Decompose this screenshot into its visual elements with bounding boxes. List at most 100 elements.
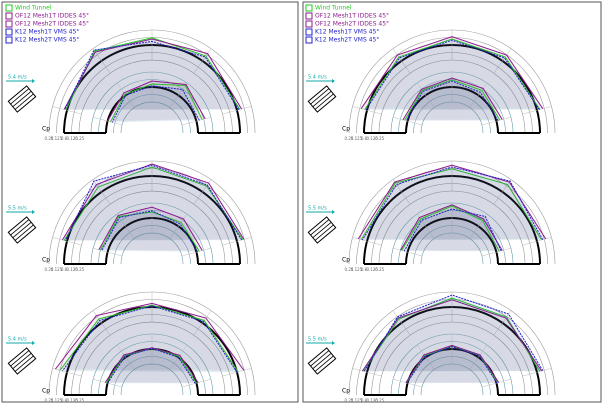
- sensor-line: [92, 48, 111, 74]
- grid-arc: [120, 363, 184, 396]
- r-tick-label: 0.0: [361, 398, 368, 403]
- legend-label: Wind Tunnel: [315, 5, 352, 12]
- building-slat: [310, 350, 330, 367]
- building-slat: [10, 350, 30, 367]
- legend-swatch: [305, 12, 313, 20]
- legend-label: OF12 Mesh2T IDDES 45°: [15, 21, 89, 28]
- r-tick-label: 0.125: [351, 398, 363, 403]
- cp-profile: [400, 204, 503, 251]
- sensor-line: [222, 106, 252, 115]
- legend-label: K12 Mesh2T VMS 45°: [15, 37, 79, 44]
- legend-swatch: [5, 36, 13, 44]
- sensor-line: [181, 116, 211, 126]
- building-icon: [7, 85, 37, 113]
- grid-arc: [78, 59, 226, 134]
- sensor-line: [416, 213, 435, 239]
- legend-label: Wind Tunnel: [15, 5, 52, 12]
- sensor-line: [52, 237, 82, 246]
- sensor-line: [522, 368, 552, 377]
- building-slat: [14, 224, 34, 241]
- legend-swatch: [5, 4, 13, 12]
- legend-swatch: [5, 28, 13, 36]
- cp-profile: [107, 347, 196, 384]
- legend-label: K12 Mesh1T VMS 45°: [15, 29, 79, 36]
- grid-arc: [378, 59, 526, 134]
- wind-label: 5.5 m/s: [308, 206, 327, 212]
- cp-profile: [361, 166, 544, 241]
- building-icon: [7, 216, 37, 244]
- r-tick-label: -0.125: [65, 136, 78, 141]
- r-tick-label: -0.25: [374, 398, 385, 403]
- sensor-line: [392, 310, 411, 336]
- sensor-line: [416, 344, 435, 370]
- r-tick-label: -0.125: [365, 398, 378, 403]
- sensor-line: [52, 106, 82, 115]
- cp-profile: [406, 346, 498, 384]
- cp-profile: [403, 208, 502, 252]
- wind-arrowhead: [32, 79, 35, 83]
- building-icon: [307, 85, 337, 113]
- sensor-line: [522, 237, 552, 246]
- building-icon: [307, 347, 337, 375]
- legend-label: OF12 Mesh1T IDDES 45°: [15, 13, 89, 20]
- legend-swatch: [305, 36, 313, 44]
- sensor-line: [222, 237, 252, 246]
- grid-arc: [378, 321, 526, 396]
- legend-swatch: [305, 4, 313, 12]
- r-tick-label: 0.25: [45, 136, 54, 141]
- building-icon: [7, 347, 37, 375]
- wind-arrowhead: [332, 341, 335, 345]
- axis-label: Cp: [342, 257, 350, 264]
- r-tick-label: 0.125: [351, 267, 363, 272]
- sensor-line: [481, 116, 511, 126]
- r-tick-label: -0.25: [74, 398, 85, 403]
- cp-profile: [64, 40, 240, 111]
- cp-profile: [404, 79, 501, 121]
- grid-arc: [420, 101, 484, 134]
- r-tick-label: -0.25: [74, 267, 85, 272]
- r-tick-label: -0.25: [374, 267, 385, 272]
- legend-swatch: [5, 20, 13, 28]
- sensor-line: [92, 310, 111, 336]
- sensor-line: [352, 368, 382, 377]
- r-tick-label: -0.125: [65, 267, 78, 272]
- sensor-line: [193, 179, 212, 205]
- sensor-line: [352, 237, 382, 246]
- grid-arc: [120, 101, 184, 134]
- wind-arrowhead: [332, 79, 335, 83]
- axis-label: Cp: [42, 388, 50, 395]
- cp-profile: [98, 206, 203, 251]
- r-tick-label: 0.0: [61, 398, 68, 403]
- building-icon: [307, 216, 337, 244]
- building-slat: [310, 88, 330, 105]
- building-slat: [312, 221, 332, 239]
- sensor-line: [93, 247, 123, 257]
- sensor-line: [193, 310, 212, 336]
- building-slat: [14, 93, 34, 110]
- wind-label: 5.4 m/s: [8, 337, 27, 343]
- sensor-line: [469, 213, 488, 239]
- sensor-line: [393, 378, 423, 388]
- r-tick-label: 0.125: [51, 136, 63, 141]
- sensor-line: [393, 247, 423, 257]
- legend-label: K12 Mesh1T VMS 45°: [315, 29, 379, 36]
- r-tick-label: -0.125: [365, 267, 378, 272]
- r-tick-label: 0.25: [45, 398, 54, 403]
- building-slat: [312, 352, 332, 370]
- cp-profile: [364, 38, 541, 110]
- sensor-line: [392, 179, 411, 205]
- building-slat: [12, 352, 32, 370]
- cp-profile: [107, 80, 206, 122]
- cp-profile: [405, 80, 499, 122]
- cp-profile: [61, 163, 245, 241]
- sensor-line: [393, 116, 423, 126]
- r-tick-label: 0.125: [51, 267, 63, 272]
- sensor-line: [52, 368, 82, 377]
- building-slat: [14, 355, 34, 372]
- r-tick-label: -0.125: [65, 398, 78, 403]
- sensor-line: [181, 247, 211, 257]
- axis-label: Cp: [342, 126, 350, 133]
- r-tick-label: 0.0: [361, 267, 368, 272]
- r-tick-label: 0.25: [345, 398, 354, 403]
